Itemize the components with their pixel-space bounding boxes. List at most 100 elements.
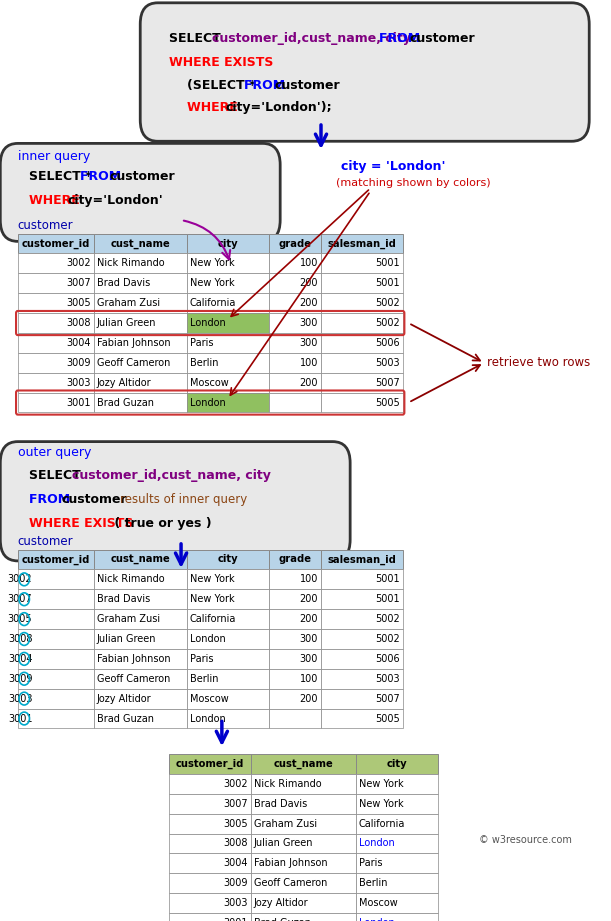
Bar [169, 813, 251, 834]
Bar [321, 708, 403, 729]
Text: 200: 200 [299, 594, 318, 604]
Bar [268, 569, 321, 589]
Text: 3003: 3003 [224, 898, 248, 908]
Bar [187, 234, 268, 253]
Bar [187, 313, 268, 333]
Text: 3005: 3005 [224, 819, 248, 829]
Bar [187, 669, 268, 689]
Text: customer: customer [274, 78, 340, 92]
Text: Brad Davis: Brad Davis [97, 278, 150, 288]
Bar [169, 893, 251, 913]
Text: outer query: outer query [18, 446, 91, 459]
Bar [187, 353, 268, 373]
Text: Moscow: Moscow [190, 378, 229, 388]
Bar [93, 569, 187, 589]
Bar [321, 293, 403, 313]
Bar [18, 609, 93, 629]
Bar [356, 913, 437, 921]
Bar [321, 629, 403, 649]
Text: 5001: 5001 [375, 594, 400, 604]
Text: Fabian Johnson: Fabian Johnson [97, 338, 170, 348]
Text: Julian Green: Julian Green [254, 838, 313, 848]
Text: customer: customer [18, 218, 73, 231]
Bar [321, 669, 403, 689]
Text: city: city [387, 759, 407, 769]
Text: Moscow: Moscow [190, 694, 229, 704]
Bar [251, 873, 356, 893]
Bar [93, 392, 187, 413]
Text: Julian Green: Julian Green [97, 634, 156, 644]
Text: 3003: 3003 [66, 378, 90, 388]
Text: New York: New York [359, 799, 403, 809]
Text: city = 'London': city = 'London' [342, 160, 446, 173]
Text: customer: customer [18, 534, 73, 548]
Text: (matching shown by colors): (matching shown by colors) [335, 178, 490, 188]
Bar [251, 754, 356, 774]
Text: London: London [190, 318, 225, 328]
Bar [321, 689, 403, 708]
Bar [356, 774, 437, 794]
Text: California: California [190, 614, 236, 624]
Bar [187, 293, 268, 313]
Bar [321, 392, 403, 413]
Text: New York: New York [190, 594, 235, 604]
Text: Brad Guzan: Brad Guzan [97, 398, 153, 408]
Bar [93, 609, 187, 629]
Text: Nick Rimando: Nick Rimando [97, 259, 164, 268]
Bar [18, 689, 93, 708]
Text: cust_name: cust_name [111, 239, 170, 249]
Text: 5006: 5006 [375, 338, 400, 348]
Bar [321, 609, 403, 629]
Bar [187, 629, 268, 649]
Bar [187, 649, 268, 669]
Text: 3007: 3007 [8, 594, 32, 604]
Text: cust_name: cust_name [274, 759, 334, 769]
Text: customer_id: customer_id [21, 554, 90, 565]
Text: 5001: 5001 [375, 575, 400, 584]
Text: city: city [218, 554, 238, 565]
Bar [18, 589, 93, 609]
Bar [268, 353, 321, 373]
FancyBboxPatch shape [0, 441, 350, 561]
Text: London: London [359, 918, 395, 921]
Bar [169, 794, 251, 813]
Bar [321, 253, 403, 274]
Bar [321, 274, 403, 293]
Bar [93, 253, 187, 274]
Text: Brad Guzan: Brad Guzan [254, 918, 311, 921]
Text: customer_id: customer_id [21, 239, 90, 249]
Text: 5003: 5003 [375, 674, 400, 683]
Text: New York: New York [190, 278, 235, 288]
FancyArrowPatch shape [184, 221, 230, 260]
Bar [187, 708, 268, 729]
Bar [18, 313, 93, 333]
Text: 300: 300 [300, 654, 318, 664]
Text: 5001: 5001 [375, 278, 400, 288]
Bar [321, 550, 403, 569]
Bar [18, 274, 93, 293]
Bar [268, 293, 321, 313]
Text: Geoff Cameron: Geoff Cameron [97, 674, 170, 683]
Bar [187, 609, 268, 629]
Text: Geoff Cameron: Geoff Cameron [254, 879, 327, 888]
Text: Jozy Altidor: Jozy Altidor [97, 694, 151, 704]
Bar [93, 293, 187, 313]
Bar [268, 333, 321, 353]
Text: FROM: FROM [379, 32, 425, 45]
Bar [18, 373, 93, 392]
Bar [251, 854, 356, 873]
Bar [93, 274, 187, 293]
Bar [268, 253, 321, 274]
Bar [187, 550, 268, 569]
Text: WHERE: WHERE [29, 194, 84, 207]
Text: Brad Davis: Brad Davis [254, 799, 307, 809]
Text: 3005: 3005 [8, 614, 32, 624]
Bar [321, 649, 403, 669]
Bar [251, 774, 356, 794]
Text: 100: 100 [300, 259, 318, 268]
Text: 5005: 5005 [375, 714, 400, 724]
Text: grade: grade [278, 554, 311, 565]
Text: salesman_id: salesman_id [327, 239, 397, 249]
Text: city='London');: city='London'); [226, 101, 332, 114]
Text: Berlin: Berlin [190, 357, 218, 367]
